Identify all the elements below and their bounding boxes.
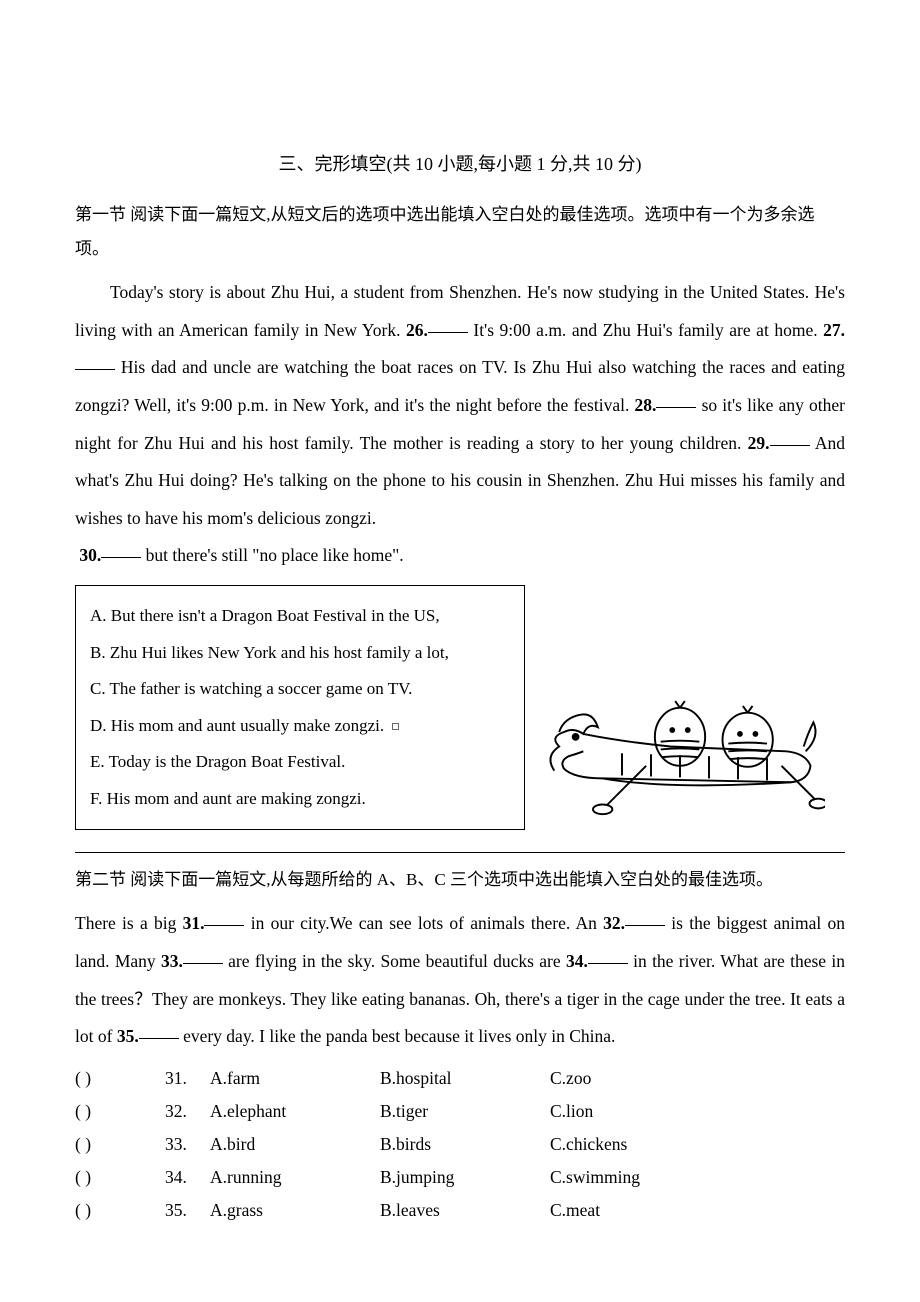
- blank-27: 27.: [823, 320, 845, 340]
- option-D: D. His mom and aunt usually make zongzi.: [90, 708, 510, 745]
- mcq-opt-C: C.swimming: [550, 1161, 720, 1194]
- blank-26: 26.: [406, 320, 428, 340]
- blank-35: 35.: [117, 1026, 139, 1046]
- part1-instruction: 第一节 阅读下面一篇短文,从短文后的选项中选出能填入空白处的最佳选项。选项中有一…: [75, 198, 845, 266]
- part2-instruction: 第二节 阅读下面一篇短文,从每题所给的 A、B、C 三个选项中选出能填入空白处的…: [75, 863, 845, 897]
- dragon-boat-image: [535, 645, 825, 824]
- blank-32: 32.: [603, 913, 625, 933]
- p2-t2: in our city.We can see lots of animals t…: [244, 913, 603, 933]
- mcq-paren[interactable]: ( ): [75, 1128, 165, 1161]
- mcq-opt-A: A.running: [210, 1161, 380, 1194]
- mcq-paren[interactable]: ( ): [75, 1161, 165, 1194]
- mcq-opt-B: B.hospital: [380, 1062, 550, 1095]
- blank-line-28[interactable]: [656, 407, 696, 408]
- p2-t1: There is a big: [75, 913, 183, 933]
- mcq-num: 32.: [165, 1095, 210, 1128]
- mcq-row-33: ( ) 33. A.bird B.birds C.chickens: [75, 1128, 720, 1161]
- mcq-num: 31.: [165, 1062, 210, 1095]
- section-title: 三、完形填空(共 10 小题,每小题 1 分,共 10 分): [75, 150, 845, 176]
- mcq-num: 33.: [165, 1128, 210, 1161]
- blank-30: 30.: [79, 545, 101, 565]
- blank-line-26[interactable]: [428, 332, 468, 333]
- blank-33: 33.: [161, 951, 183, 971]
- blank-line-34[interactable]: [588, 963, 628, 964]
- mcq-opt-C: C.lion: [550, 1095, 720, 1128]
- mcq-paren[interactable]: ( ): [75, 1062, 165, 1095]
- mcq-opt-C: C.zoo: [550, 1062, 720, 1095]
- mcq-paren[interactable]: ( ): [75, 1194, 165, 1227]
- p2-t4: are flying in the sky. Some beautiful du…: [223, 951, 566, 971]
- p1-t6: but there's still "no place like home".: [141, 545, 403, 565]
- mcq-num: 34.: [165, 1161, 210, 1194]
- mcq-opt-A: A.bird: [210, 1128, 380, 1161]
- mcq-row-35: ( ) 35. A.grass B.leaves C.meat: [75, 1194, 720, 1227]
- blank-line-30[interactable]: [101, 557, 141, 558]
- mcq-row-34: ( ) 34. A.running B.jumping C.swimming: [75, 1161, 720, 1194]
- square-marker-icon: [392, 723, 399, 730]
- blank-line-31[interactable]: [204, 925, 244, 926]
- p2-t6: every day. I like the panda best because…: [179, 1026, 616, 1046]
- option-A: A. But there isn't a Dragon Boat Festiva…: [90, 598, 510, 635]
- mcq-opt-B: B.tiger: [380, 1095, 550, 1128]
- blank-28: 28.: [635, 395, 657, 415]
- mcq-table: ( ) 31. A.farm B.hospital C.zoo ( ) 32. …: [75, 1062, 720, 1227]
- blank-line-27[interactable]: [75, 369, 115, 370]
- mcq-opt-B: B.birds: [380, 1128, 550, 1161]
- blank-line-33[interactable]: [183, 963, 223, 964]
- blank-29: 29.: [748, 433, 770, 453]
- blank-34: 34.: [566, 951, 588, 971]
- mcq-num: 35.: [165, 1194, 210, 1227]
- mcq-row-32: ( ) 32. A.elephant B.tiger C.lion: [75, 1095, 720, 1128]
- divider-line: [75, 852, 845, 853]
- mcq-row-31: ( ) 31. A.farm B.hospital C.zoo: [75, 1062, 720, 1095]
- blank-31: 31.: [183, 913, 205, 933]
- mcq-opt-B: B.leaves: [380, 1194, 550, 1227]
- blank-line-29[interactable]: [770, 445, 810, 446]
- option-F: F. His mom and aunt are making zongzi.: [90, 781, 510, 818]
- option-B: B. Zhu Hui likes New York and his host f…: [90, 635, 510, 672]
- mcq-opt-A: A.farm: [210, 1062, 380, 1095]
- part1-passage: Today's story is about Zhu Hui, a studen…: [75, 274, 845, 575]
- part2-passage: There is a big 31. in our city.We can se…: [75, 905, 845, 1056]
- p1-t2: It's 9:00 a.m. and Zhu Hui's family are …: [468, 320, 823, 340]
- mcq-opt-C: C.chickens: [550, 1128, 720, 1161]
- option-E: E. Today is the Dragon Boat Festival.: [90, 744, 510, 781]
- mcq-opt-A: A.elephant: [210, 1095, 380, 1128]
- option-C: C. The father is watching a soccer game …: [90, 671, 510, 708]
- mcq-opt-C: C.meat: [550, 1194, 720, 1227]
- mcq-opt-A: A.grass: [210, 1194, 380, 1227]
- mcq-opt-B: B.jumping: [380, 1161, 550, 1194]
- options-box: A. But there isn't a Dragon Boat Festiva…: [75, 585, 525, 830]
- blank-line-35[interactable]: [139, 1038, 179, 1039]
- blank-line-32[interactable]: [625, 925, 665, 926]
- mcq-paren[interactable]: ( ): [75, 1095, 165, 1128]
